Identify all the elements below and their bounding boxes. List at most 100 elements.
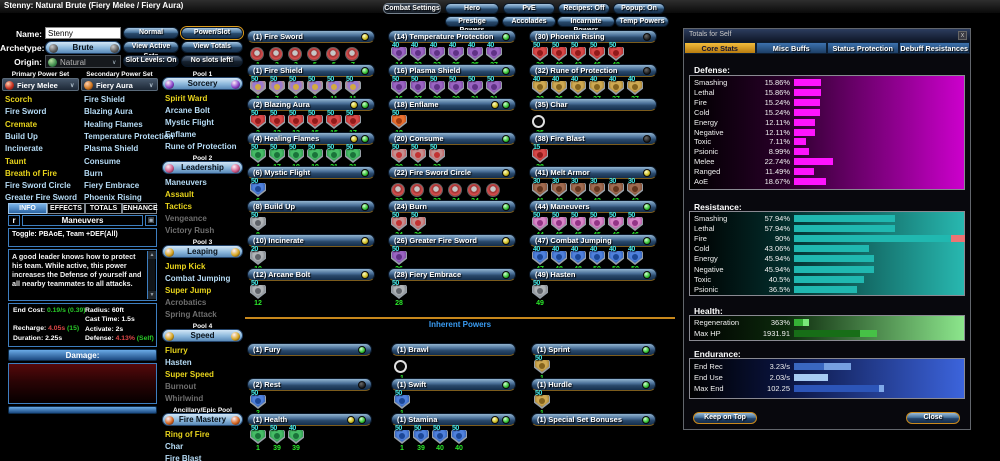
enhancement-slot[interactable]: 50 28 — [391, 280, 410, 307]
power-bar--1-sprint[interactable]: (1) Sprint — [531, 343, 656, 356]
totals-tab-misc-buffs[interactable]: Misc Buffs — [755, 42, 827, 54]
enhancement-slot[interactable]: 507 — [269, 76, 288, 103]
power-bar--4-healing-flames[interactable]: (4) Healing Flames — [247, 132, 375, 145]
tab-totals[interactable]: TOTALS — [85, 203, 122, 214]
power-bar--30-phoenix-rising[interactable]: (30) Phoenix Rising — [529, 30, 657, 43]
top-button-hero[interactable]: Hero — [445, 3, 499, 14]
totals-tab-debuff-resistances[interactable]: Debuff Resistances — [898, 42, 970, 54]
control-button-power-slot[interactable]: Power/Slot — [181, 27, 243, 39]
enhancement-slot[interactable]: 5043 — [570, 42, 589, 69]
power-bar--24-burn[interactable]: (24) Burn — [388, 200, 516, 213]
archetype-dropdown[interactable]: Brute — [45, 41, 121, 54]
power-list-item-flurry[interactable]: Flurry — [165, 346, 188, 355]
power-bar--44-maneuvers[interactable]: (44) Maneuvers — [529, 200, 657, 213]
power-bar--47-combat-jumping[interactable]: (47) Combat Jumping — [529, 234, 657, 247]
pool-dropdown-leaping[interactable]: Leaping — [162, 245, 243, 258]
power-list-item-mystic-flight[interactable]: Mystic Flight — [165, 118, 214, 127]
power-list-item-plasma-shield[interactable]: Plasma Shield — [84, 144, 139, 154]
power-list-item-fire-shield[interactable]: Fire Shield — [84, 95, 125, 104]
power-bar--12-arcane-bolt[interactable]: (12) Arcane Bolt — [247, 268, 375, 281]
power-bar--38-fire-blast[interactable]: (38) Fire Blast — [529, 132, 657, 145]
tab-enhance[interactable]: ENHANCE — [122, 203, 158, 214]
power-bar--8-build-up[interactable]: (8) Build Up — [247, 200, 375, 213]
tab-effects[interactable]: EFFECTS — [47, 203, 85, 214]
power-list-item-arcane-bolt[interactable]: Arcane Bolt — [165, 106, 210, 115]
power-list-item-spirit-ward[interactable]: Spirit Ward — [165, 94, 208, 103]
power-list-item-char[interactable]: Char — [165, 442, 184, 451]
power-list-item-build-up[interactable]: Build Up — [5, 131, 38, 141]
power-list-item-tactics[interactable]: Tactics — [165, 202, 192, 211]
enhancement-slot[interactable]: 3043 — [627, 178, 646, 205]
name-input[interactable] — [45, 27, 121, 39]
power-bar--49-hasten[interactable]: (49) Hasten — [529, 268, 657, 281]
power-bar--6-mystic-flight[interactable]: (6) Mystic Flight — [247, 166, 375, 179]
power-list-item-spring-attack[interactable]: Spring Attack — [165, 310, 217, 319]
enhancement-slot[interactable]: 50 49 — [532, 280, 551, 307]
control-button-view-totals[interactable]: View Totals — [181, 41, 243, 53]
top-button-pve[interactable]: PvE — [503, 3, 555, 14]
power-list-item-burnout[interactable]: Burnout — [165, 382, 197, 391]
close-button[interactable]: Close — [906, 412, 960, 424]
pool-dropdown-sorcery[interactable]: Sorcery — [162, 77, 243, 90]
enhancement-slot[interactable]: 5024 — [391, 212, 410, 239]
totals-tab-status-protection[interactable]: Status Protection — [827, 42, 899, 54]
power-bar--28-fiery-embrace[interactable]: (28) Fiery Embrace — [388, 268, 516, 281]
power-list-item-rune-of-protection[interactable]: Rune of Protection — [165, 142, 237, 151]
scroll-down-icon[interactable]: ▼ — [148, 291, 156, 299]
power-list-item-blazing-aura[interactable]: Blazing Aura — [84, 107, 133, 117]
power-bar--1-health[interactable]: (1) Health — [247, 413, 372, 426]
power-bar--1-hurdle[interactable]: (1) Hurdle — [531, 378, 656, 391]
power-list-item-fire-sword-circle[interactable]: Fire Sword Circle — [5, 181, 71, 191]
enhancement-slot[interactable]: 50 40 — [432, 425, 451, 452]
enhancement-slot[interactable]: 5033 — [429, 144, 448, 171]
power-list-item-super-speed[interactable]: Super Speed — [165, 370, 214, 379]
power-list-item-fiery-embrace[interactable]: Fiery Embrace — [84, 181, 140, 191]
control-button-normal[interactable]: Normal — [123, 27, 179, 39]
enhancement-slot[interactable]: 50 39 — [413, 425, 432, 452]
top-button-combat-settings[interactable]: Combat Settings — [383, 3, 441, 14]
top-button-temp-powers[interactable]: Temp Powers — [615, 16, 669, 27]
control-button-view-active-sets[interactable]: View Active Sets — [123, 41, 179, 60]
enhancement-slot[interactable]: 5013 — [269, 110, 288, 137]
enhancement-slot[interactable]: 502 — [250, 110, 269, 137]
enhancement-slot[interactable]: 501 — [534, 355, 553, 382]
control-button-slot-levels-on[interactable]: Slot Levels: On — [123, 55, 179, 67]
power-bar--1-fire-shield[interactable]: (1) Fire Shield — [247, 64, 375, 77]
enhancement-slot[interactable]: 509 — [307, 76, 326, 103]
top-button-incarnate-powers[interactable]: Incarnate Powers — [557, 16, 615, 34]
power-bar--1-fury[interactable]: (1) Fury — [247, 343, 372, 356]
power-list-item-maneuvers[interactable]: Maneuvers — [165, 178, 207, 187]
power-bar--1-fire-sword[interactable]: (1) Fire Sword — [247, 30, 375, 43]
power-list-item-incinerate[interactable]: Incinerate — [5, 144, 43, 154]
power-bar--1-swift[interactable]: (1) Swift — [391, 378, 516, 391]
enhancement-slot[interactable]: 50 39 — [269, 425, 288, 452]
enhancement-slot[interactable]: 3 — [288, 46, 307, 69]
power-list-item-temperature-protection[interactable]: Temperature Protection — [84, 131, 174, 141]
secondary-powerset-dropdown[interactable]: Fiery Aura ∨ — [81, 78, 158, 91]
power-bar--35-char[interactable]: (35) Char — [529, 98, 657, 111]
top-button-accolades[interactable]: Accolades — [502, 16, 556, 27]
power-list-item-assault[interactable]: Assault — [165, 190, 194, 199]
keep-on-top-button[interactable]: Keep on Top — [693, 412, 757, 424]
pool-dropdown-leadership[interactable]: Leadership — [162, 161, 243, 174]
totals-title-bar[interactable]: Totals for Self x — [684, 29, 970, 42]
info-detach-icon[interactable]: ▣ — [145, 215, 157, 226]
power-bar--18-enflame[interactable]: (18) Enflame — [388, 98, 516, 111]
power-bar--22-fire-sword-circle[interactable]: (22) Fire Sword Circle — [388, 166, 516, 179]
power-bar--16-plasma-shield[interactable]: (16) Plasma Shield — [388, 64, 516, 77]
power-list-item-jump-kick[interactable]: Jump Kick — [165, 262, 206, 271]
power-list-item-cremate[interactable]: Cremate — [5, 119, 38, 129]
power-bar--2-blazing-aura[interactable]: (2) Blazing Aura — [247, 98, 375, 111]
enhancement-slot[interactable]: 5013 — [288, 110, 307, 137]
power-list-item-ring-of-fire[interactable]: Ring of Fire — [165, 430, 210, 439]
close-icon[interactable]: x — [958, 31, 967, 40]
enhancement-slot[interactable]: 4048 — [570, 246, 589, 273]
power-list-item-breath-of-fire[interactable]: Breath of Fire — [5, 168, 58, 178]
power-bar--2-rest[interactable]: (2) Rest — [247, 378, 372, 391]
enhancement-slot[interactable]: 50 12 — [250, 280, 269, 307]
enhancement-slot[interactable]: 501 — [250, 76, 269, 103]
enhancement-slot[interactable]: 40 39 — [288, 425, 307, 452]
top-button-prestige-powers[interactable]: Prestige Powers — [445, 16, 499, 34]
totals-tab-core-stats[interactable]: Core Stats — [684, 42, 756, 54]
